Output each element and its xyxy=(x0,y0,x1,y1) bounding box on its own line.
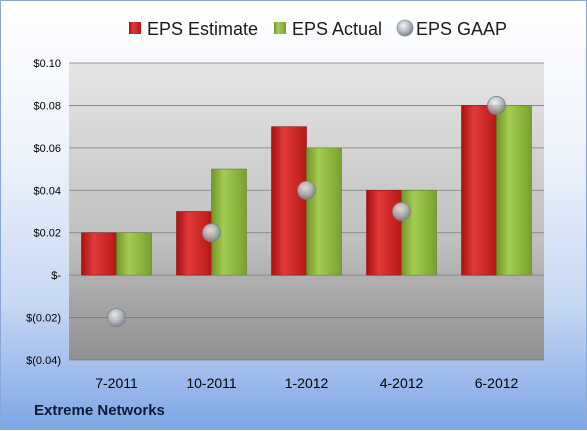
legend-label-gaap: EPS GAAP xyxy=(416,19,507,39)
bar-estimate xyxy=(461,105,497,276)
legend: EPS Estimate EPS Actual EPS GAAP xyxy=(129,19,507,39)
gaap-marker xyxy=(392,202,411,221)
bar-estimate xyxy=(81,232,117,276)
gaap-markers xyxy=(107,96,506,327)
x-axis: 7-2011 10-2011 1-2012 4-2012 6-2012 xyxy=(95,375,518,391)
y-tick-label: $0.10 xyxy=(33,58,61,70)
y-tick-label: $0.02 xyxy=(33,228,61,240)
x-tick-label: 10-2011 xyxy=(186,375,237,391)
bars xyxy=(81,105,532,276)
bar-actual xyxy=(496,105,532,276)
legend-label-estimate: EPS Estimate xyxy=(147,19,258,39)
legend-swatch-gaap xyxy=(396,19,414,37)
bar-actual xyxy=(211,168,247,276)
bar-estimate xyxy=(271,126,307,276)
x-tick-label: 1-2012 xyxy=(285,375,329,391)
x-tick-label: 4-2012 xyxy=(380,375,424,391)
bar-actual xyxy=(401,189,437,276)
y-tick-label: $- xyxy=(51,270,61,282)
bar-estimate xyxy=(176,211,212,276)
y-tick-label: $0.04 xyxy=(33,185,61,197)
legend-swatch-estimate xyxy=(129,22,141,34)
gaap-marker xyxy=(487,96,506,115)
bar-estimate xyxy=(366,189,402,276)
y-tick-label: $0.08 xyxy=(33,100,61,112)
y-tick-label: $0.06 xyxy=(33,143,61,155)
y-tick-label: $(0.02) xyxy=(26,313,61,325)
y-tick-label: $(0.04) xyxy=(26,355,61,367)
bar-actual xyxy=(306,147,342,276)
x-tick-label: 6-2012 xyxy=(475,375,519,391)
legend-swatch-actual xyxy=(274,22,286,34)
gaap-marker xyxy=(202,223,221,243)
legend-label-actual: EPS Actual xyxy=(292,19,382,39)
y-axis: $0.10 $0.08 $0.06 $0.04 $0.02 $- $(0.02) $(0.04… xyxy=(26,58,61,367)
gaap-marker xyxy=(107,308,126,327)
bar-actual xyxy=(116,232,152,276)
x-tick-label: 7-2011 xyxy=(95,375,138,391)
gaap-marker xyxy=(297,180,316,200)
company-name: Extreme Networks xyxy=(34,402,165,419)
